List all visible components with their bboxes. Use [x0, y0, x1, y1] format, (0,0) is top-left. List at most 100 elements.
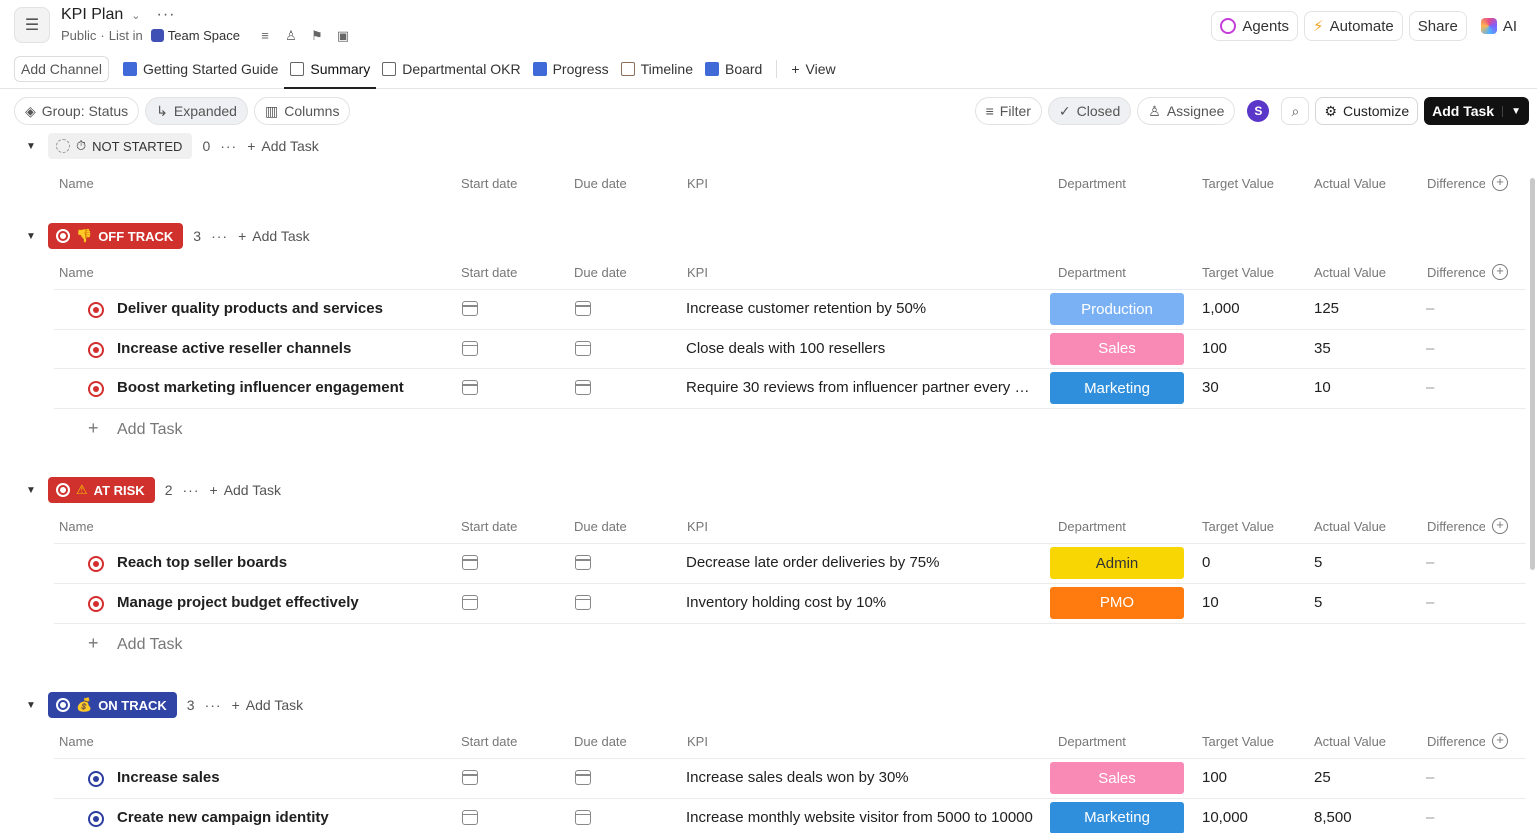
page-title[interactable]: KPI Plan	[61, 6, 124, 23]
calendar-icon[interactable]: ▣	[336, 27, 350, 43]
column-due-date[interactable]: Due date	[574, 265, 627, 280]
closed-button[interactable]: ✓ Closed	[1047, 97, 1132, 125]
group-add-task-button[interactable]: + Add Task	[238, 228, 310, 244]
table-row[interactable]: Deliver quality products and services Inc…	[54, 289, 1526, 328]
visibility-label[interactable]: Public	[61, 28, 97, 43]
column-due-date[interactable]: Due date	[574, 176, 627, 191]
table-row[interactable]: Increase sales Increase sales deals won b…	[54, 758, 1526, 797]
add-column-icon[interactable]: +	[1492, 733, 1508, 749]
column-name[interactable]: Name	[59, 176, 94, 191]
column-start-date[interactable]: Start date	[461, 176, 518, 191]
avatar[interactable]: S	[1247, 100, 1270, 122]
kpi-cell[interactable]: Increase monthly website visitor from 50…	[686, 808, 1033, 826]
target-value-cell[interactable]: 10,000	[1202, 808, 1248, 826]
expanded-button[interactable]: ↳ Expanded	[145, 97, 248, 125]
table-row[interactable]: Manage project budget effectively Invento…	[54, 582, 1526, 622]
due-date-calendar-icon[interactable]	[575, 770, 591, 785]
target-value-cell[interactable]: 30	[1202, 379, 1219, 396]
column-start-date[interactable]: Start date	[461, 265, 518, 280]
department-badge[interactable]: Production	[1050, 293, 1184, 325]
column-target-value[interactable]: Target Value	[1202, 176, 1275, 191]
column-actual-value[interactable]: Actual Value	[1314, 519, 1387, 534]
department-badge[interactable]: Marketing	[1050, 801, 1184, 833]
kpi-cell[interactable]: Increase customer retention by 50%	[686, 300, 927, 317]
actual-value-cell[interactable]: 5	[1314, 554, 1323, 571]
kpi-cell[interactable]: Inventory holding cost by 10%	[686, 593, 887, 611]
space-link[interactable]: Team Space	[167, 28, 240, 43]
filter-button[interactable]: ≡ Filter	[974, 97, 1042, 125]
target-value-cell[interactable]: 1,000	[1202, 300, 1240, 317]
due-date-calendar-icon[interactable]	[575, 594, 591, 610]
chevron-down-icon[interactable]: ⌄	[131, 9, 141, 22]
more-options-icon[interactable]: ···	[182, 482, 200, 498]
task-name[interactable]: Create new campaign identity	[117, 808, 329, 826]
start-date-calendar-icon[interactable]	[462, 594, 478, 610]
table-row[interactable]: Create new campaign identity Increase mon…	[54, 797, 1526, 833]
due-date-calendar-icon[interactable]	[575, 340, 591, 356]
collapse-caret-icon[interactable]: ▼	[26, 484, 36, 496]
actual-value-cell[interactable]: 25	[1314, 769, 1331, 786]
tab-timeline[interactable]: Timeline	[615, 56, 699, 82]
start-date-calendar-icon[interactable]	[462, 555, 478, 570]
due-date-calendar-icon[interactable]	[575, 301, 591, 316]
more-options-icon[interactable]: ···	[204, 697, 222, 713]
add-task-button[interactable]: Add Task ▼	[1424, 97, 1529, 125]
tab-getting-started-guide[interactable]: Getting Started Guide	[117, 56, 284, 82]
column-due-date[interactable]: Due date	[574, 519, 627, 534]
search-button[interactable]: ⌕	[1281, 97, 1310, 125]
column-difference[interactable]: Difference	[1427, 734, 1485, 749]
kpi-cell[interactable]: Decrease late order deliveries by 75%	[686, 554, 940, 571]
column-department[interactable]: Department	[1058, 176, 1126, 191]
table-row[interactable]: Reach top seller boards Decrease late ord…	[54, 543, 1526, 582]
column-due-date[interactable]: Due date	[574, 734, 627, 749]
start-date-calendar-icon[interactable]	[462, 340, 478, 356]
department-badge[interactable]: PMO	[1050, 586, 1184, 619]
column-start-date[interactable]: Start date	[461, 519, 518, 534]
column-kpi[interactable]: KPI	[687, 176, 708, 191]
chevron-down-icon[interactable]: ▼	[1502, 105, 1529, 117]
target-value-cell[interactable]: 10	[1202, 593, 1219, 611]
column-name[interactable]: Name	[59, 265, 94, 280]
status-badge[interactable]: 💰 ON TRACK	[48, 692, 177, 718]
group-by-button[interactable]: ◈ Group: Status	[14, 97, 140, 125]
status-badge[interactable]: ⏱ NOT STARTED	[48, 133, 193, 159]
status-badge[interactable]: ⚠ AT RISK	[48, 477, 155, 503]
actual-value-cell[interactable]: 10	[1314, 379, 1331, 396]
status-dot-icon[interactable]	[88, 810, 104, 827]
task-name[interactable]: Increase sales	[117, 769, 220, 786]
add-channel-button[interactable]: Add Channel	[14, 56, 109, 82]
column-actual-value[interactable]: Actual Value	[1314, 734, 1387, 749]
add-view-button[interactable]: + View	[785, 56, 841, 82]
start-date-calendar-icon[interactable]	[462, 770, 478, 785]
description-icon[interactable]: ≡	[261, 28, 269, 43]
customize-button[interactable]: ⚙ Customize	[1315, 97, 1419, 125]
status-dot-icon[interactable]	[88, 556, 104, 572]
column-name[interactable]: Name	[59, 519, 94, 534]
columns-button[interactable]: ▥ Columns	[253, 97, 351, 125]
status-badge[interactable]: 👎 OFF TRACK	[48, 223, 184, 249]
task-name[interactable]: Boost marketing influencer engagement	[117, 379, 404, 396]
due-date-calendar-icon[interactable]	[575, 555, 591, 570]
ai-button[interactable]: AI	[1472, 11, 1525, 41]
add-column-icon[interactable]: +	[1492, 175, 1508, 191]
department-badge[interactable]: Marketing	[1050, 372, 1184, 404]
tab-progress[interactable]: Progress	[527, 56, 615, 82]
assignee-button[interactable]: ♙ Assignee	[1137, 97, 1236, 125]
tab-board[interactable]: Board	[699, 56, 768, 82]
column-actual-value[interactable]: Actual Value	[1314, 176, 1387, 191]
actual-value-cell[interactable]: 8,500	[1314, 808, 1352, 826]
column-kpi[interactable]: KPI	[687, 734, 708, 749]
status-dot-icon[interactable]	[88, 771, 104, 787]
automate-button[interactable]: ⚡ Automate	[1304, 11, 1403, 41]
column-target-value[interactable]: Target Value	[1202, 519, 1275, 534]
column-department[interactable]: Department	[1058, 519, 1126, 534]
department-badge[interactable]: Sales	[1050, 332, 1184, 365]
column-name[interactable]: Name	[59, 734, 94, 749]
more-options-icon[interactable]: ···	[220, 138, 238, 154]
status-dot-icon[interactable]	[88, 595, 104, 612]
column-difference[interactable]: Difference	[1427, 519, 1485, 534]
column-kpi[interactable]: KPI	[687, 265, 708, 280]
actual-value-cell[interactable]: 125	[1314, 300, 1340, 317]
start-date-calendar-icon[interactable]	[462, 380, 478, 395]
add-column-icon[interactable]: +	[1492, 264, 1508, 280]
